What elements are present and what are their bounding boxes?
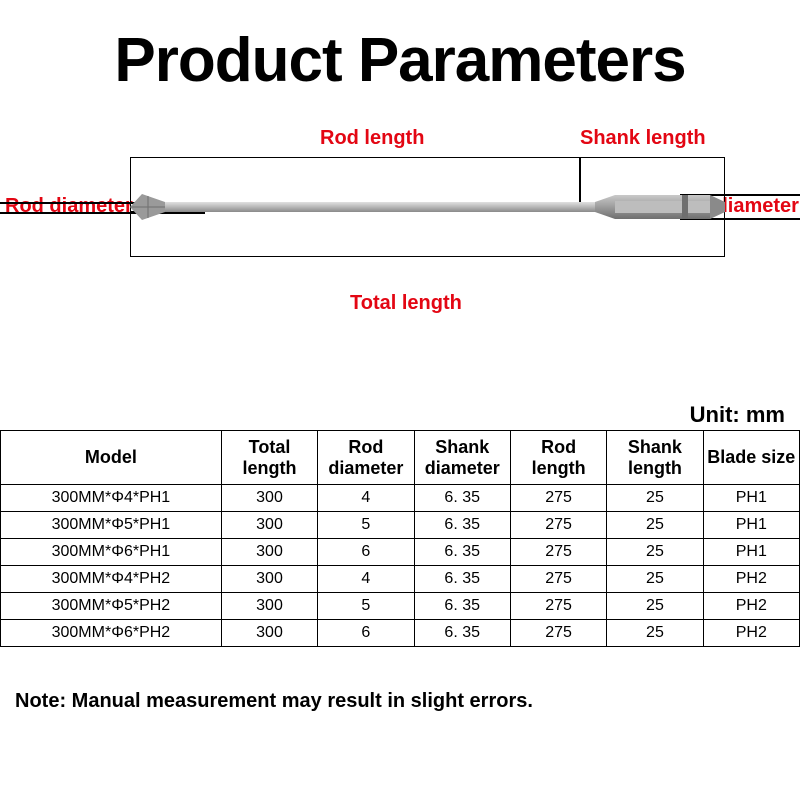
table-cell: 4 <box>318 485 414 512</box>
screwdriver-bit-icon <box>130 190 725 224</box>
col-model: Model <box>1 431 222 485</box>
table-row: 300MM*Φ4*PH230046. 3527525PH2 <box>1 566 800 593</box>
table-cell: 25 <box>607 485 703 512</box>
table-cell: 6 <box>318 539 414 566</box>
table-cell: 25 <box>607 593 703 620</box>
measurement-note: Note: Manual measurement may result in s… <box>15 690 533 713</box>
col-blade-size: Blade size <box>703 431 799 485</box>
dimension-diagram: Rod length Shank length Rod diameter Sha… <box>0 122 800 332</box>
table-cell: 300MM*Φ5*PH1 <box>1 512 222 539</box>
table-cell: 300 <box>221 512 317 539</box>
col-total-length: Total length <box>221 431 317 485</box>
col-rod-diameter: Rod diameter <box>318 431 414 485</box>
table-cell: 6. 35 <box>414 539 510 566</box>
table-cell: 4 <box>318 566 414 593</box>
table-cell: PH1 <box>703 485 799 512</box>
table-cell: 6. 35 <box>414 620 510 647</box>
table-cell: PH2 <box>703 620 799 647</box>
table-cell: 5 <box>318 512 414 539</box>
table-cell: 300MM*Φ6*PH1 <box>1 539 222 566</box>
unit-label: Unit: mm <box>690 402 785 428</box>
table-cell: 300 <box>221 566 317 593</box>
col-rod-length: Rod length <box>510 431 606 485</box>
table-cell: 6. 35 <box>414 512 510 539</box>
table-cell: 300 <box>221 485 317 512</box>
label-rod-length: Rod length <box>320 127 424 150</box>
table-cell: 25 <box>607 566 703 593</box>
table-cell: 275 <box>510 512 606 539</box>
label-shank-length: Shank length <box>580 127 706 150</box>
table-cell: 6. 35 <box>414 566 510 593</box>
table-cell: 25 <box>607 620 703 647</box>
table-cell: PH2 <box>703 566 799 593</box>
table-cell: 6. 35 <box>414 593 510 620</box>
table-cell: PH2 <box>703 593 799 620</box>
col-shank-diameter: Shank diameter <box>414 431 510 485</box>
table-cell: 300MM*Φ6*PH2 <box>1 620 222 647</box>
label-total-length: Total length <box>350 292 462 315</box>
table-row: 300MM*Φ6*PH230066. 3527525PH2 <box>1 620 800 647</box>
table-cell: 275 <box>510 593 606 620</box>
table-cell: 275 <box>510 566 606 593</box>
table-row: 300MM*Φ6*PH130066. 3527525PH1 <box>1 539 800 566</box>
col-shank-length: Shank length <box>607 431 703 485</box>
table-row: 300MM*Φ4*PH130046. 3527525PH1 <box>1 485 800 512</box>
table-cell: 275 <box>510 620 606 647</box>
table-header-row: Model Total length Rod diameter Shank di… <box>1 431 800 485</box>
table-cell: 25 <box>607 539 703 566</box>
table-cell: 25 <box>607 512 703 539</box>
table-cell: 300 <box>221 539 317 566</box>
table-cell: 275 <box>510 539 606 566</box>
spec-table: Model Total length Rod diameter Shank di… <box>0 430 800 647</box>
table-cell: 6 <box>318 620 414 647</box>
table-cell: 6. 35 <box>414 485 510 512</box>
page-title: Product Parameters <box>0 0 800 92</box>
table-cell: 300MM*Φ4*PH1 <box>1 485 222 512</box>
table-cell: 300 <box>221 593 317 620</box>
table-row: 300MM*Φ5*PH130056. 3527525PH1 <box>1 512 800 539</box>
table-cell: 5 <box>318 593 414 620</box>
label-rod-diameter: Rod diameter <box>5 195 133 218</box>
table-cell: 300MM*Φ4*PH2 <box>1 566 222 593</box>
table-cell: PH1 <box>703 539 799 566</box>
table-row: 300MM*Φ5*PH230056. 3527525PH2 <box>1 593 800 620</box>
table-cell: 275 <box>510 485 606 512</box>
table-cell: PH1 <box>703 512 799 539</box>
table-cell: 300 <box>221 620 317 647</box>
table-cell: 300MM*Φ5*PH2 <box>1 593 222 620</box>
